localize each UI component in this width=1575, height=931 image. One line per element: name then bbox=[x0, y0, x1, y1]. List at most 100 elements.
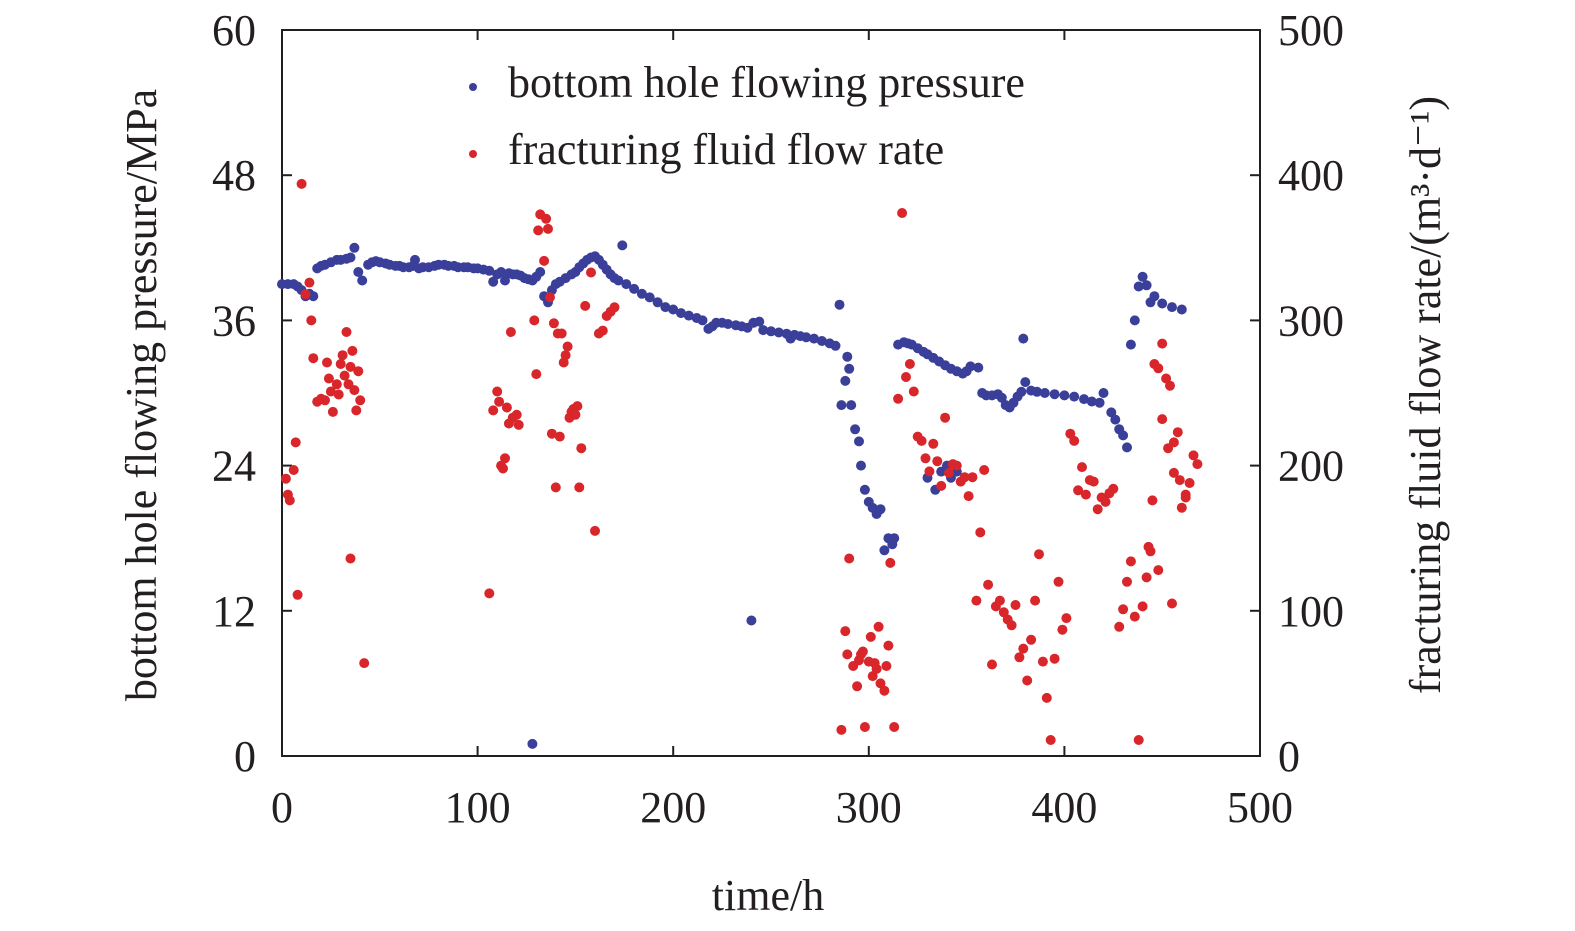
flow-rate-point bbox=[1184, 478, 1195, 488]
pressure-point bbox=[357, 275, 368, 286]
flow-rate-point bbox=[586, 267, 596, 278]
flow-rate-point bbox=[543, 223, 553, 234]
flow-rate-point bbox=[1137, 601, 1148, 612]
flow-rate-point bbox=[488, 405, 499, 416]
pressure-point bbox=[816, 336, 827, 346]
pressure-point bbox=[859, 484, 870, 495]
pressure-point bbox=[850, 424, 861, 435]
legend-marker-flow bbox=[469, 150, 477, 158]
pressure-point bbox=[1167, 302, 1177, 313]
flow-rate-point bbox=[844, 553, 855, 564]
flow-rate-point bbox=[1122, 576, 1132, 587]
flow-rate-point bbox=[308, 353, 319, 364]
pressure-point bbox=[834, 299, 845, 310]
left-y-tick-label: 0 bbox=[234, 732, 256, 781]
pressure-point bbox=[697, 315, 708, 326]
flow-rate-point bbox=[492, 386, 503, 397]
flow-rate-point bbox=[1176, 502, 1187, 513]
pressure-point bbox=[496, 267, 507, 277]
flow-rate-point bbox=[1053, 576, 1064, 587]
pressure-point bbox=[773, 327, 784, 338]
pressure-point bbox=[746, 615, 757, 626]
pressure-point bbox=[676, 308, 686, 319]
flow-rate-point bbox=[560, 350, 571, 361]
flow-rate-point bbox=[908, 386, 919, 397]
pressure-point bbox=[1110, 414, 1121, 425]
flow-rate-point bbox=[355, 395, 366, 406]
pressure-point bbox=[1098, 388, 1109, 398]
flow-rate-point bbox=[284, 495, 295, 506]
flow-rate-point bbox=[1163, 443, 1174, 454]
flow-rate-point bbox=[1143, 541, 1154, 552]
flow-rate-point bbox=[546, 428, 557, 439]
flow-rate-point bbox=[857, 646, 868, 657]
pressure-point bbox=[1129, 315, 1140, 326]
pressure-point bbox=[644, 292, 655, 303]
pressure-point bbox=[842, 351, 853, 362]
flow-rate-point bbox=[359, 658, 370, 669]
pressure-point bbox=[1149, 291, 1160, 302]
flow-rate-point bbox=[322, 357, 332, 368]
flow-rate-point bbox=[580, 300, 591, 311]
flow-rate-point bbox=[1088, 476, 1099, 487]
flow-rate-point bbox=[498, 463, 508, 474]
pressure-point bbox=[1141, 280, 1152, 291]
flow-rate-point bbox=[562, 341, 573, 352]
flow-rate-point bbox=[859, 722, 870, 732]
pressure-point bbox=[723, 319, 733, 329]
flow-rate-point bbox=[1069, 435, 1080, 446]
flow-rate-point bbox=[983, 579, 994, 590]
flow-rate-point bbox=[1133, 735, 1144, 745]
pressure-point bbox=[1032, 386, 1042, 397]
flow-rate-point bbox=[292, 589, 303, 600]
flow-rate-point bbox=[541, 213, 552, 224]
flow-rate-point bbox=[963, 491, 974, 502]
flow-rate-point bbox=[327, 406, 338, 417]
pressure-point bbox=[652, 297, 663, 308]
flow-rate-point bbox=[1167, 598, 1177, 609]
flow-rate-point bbox=[554, 431, 565, 442]
right-y-tick-label: 400 bbox=[1278, 151, 1344, 200]
x-tick-label: 100 bbox=[445, 783, 511, 832]
flow-rate-point bbox=[1125, 556, 1136, 567]
pressure-point bbox=[484, 265, 495, 276]
flow-rate-point bbox=[879, 685, 890, 696]
x-axis: 0 100 200 300 400 500 bbox=[271, 30, 1293, 832]
flow-rate-point bbox=[339, 370, 350, 381]
flow-rate-point bbox=[1010, 600, 1021, 610]
legend: bottom hole flowing pressure fracturing … bbox=[469, 58, 1025, 174]
flow-rate-point bbox=[1034, 549, 1044, 560]
left-y-tick-label: 36 bbox=[212, 296, 256, 345]
pressure-point bbox=[636, 288, 647, 299]
pressure-point bbox=[1176, 304, 1187, 315]
flow-rate-point bbox=[320, 395, 330, 406]
flow-rate-point bbox=[1037, 656, 1048, 667]
flow-rate-point bbox=[1188, 450, 1199, 461]
pressure-point bbox=[617, 240, 628, 251]
flow-rate-point bbox=[1147, 495, 1158, 506]
pressure-point bbox=[856, 460, 866, 471]
flow-rate-point bbox=[550, 482, 561, 493]
pressure-point bbox=[1157, 298, 1168, 309]
pressure-point bbox=[1069, 391, 1080, 402]
pressure-point bbox=[1094, 397, 1105, 408]
pressure-point bbox=[809, 333, 819, 344]
flow-rate-point bbox=[500, 453, 510, 464]
pressure-point bbox=[879, 545, 890, 556]
flow-rate-point bbox=[1157, 414, 1168, 425]
legend-label-pressure: bottom hole flowing pressure bbox=[508, 58, 1025, 107]
pressure-point bbox=[830, 340, 841, 351]
flow-rate-point bbox=[539, 255, 550, 266]
flow-rate-point bbox=[1049, 653, 1060, 664]
pressure-point bbox=[353, 267, 364, 277]
flow-rate-point bbox=[932, 456, 943, 467]
flow-rate-point bbox=[901, 372, 911, 382]
pressure-point bbox=[613, 275, 624, 286]
x-tick-label: 300 bbox=[836, 783, 902, 832]
flow-rate-point bbox=[1073, 485, 1084, 496]
flow-rate-point bbox=[1129, 611, 1140, 622]
left-y-tick-label: 48 bbox=[212, 151, 256, 200]
pressure-point bbox=[1125, 339, 1136, 350]
flow-rate-point bbox=[1022, 675, 1033, 686]
flow-rate-point bbox=[904, 359, 915, 369]
